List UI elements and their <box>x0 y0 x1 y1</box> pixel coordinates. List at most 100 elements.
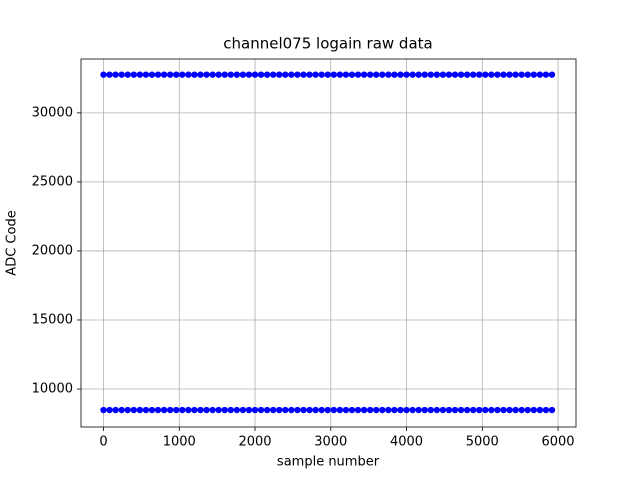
point <box>245 71 253 78</box>
y-tick-label: 10000 <box>32 382 73 397</box>
point <box>269 406 277 414</box>
point <box>348 406 356 414</box>
point <box>403 406 410 414</box>
point <box>215 406 222 414</box>
point <box>136 71 144 78</box>
x-tick-label: 1000 <box>163 435 196 450</box>
point <box>336 406 344 414</box>
point <box>318 71 325 78</box>
point <box>324 71 331 78</box>
point <box>463 71 471 78</box>
point <box>227 406 234 414</box>
point <box>500 406 507 414</box>
y-tick-label: 25000 <box>32 174 73 189</box>
point <box>463 406 471 414</box>
point <box>112 406 119 414</box>
point <box>106 71 113 78</box>
point <box>173 71 180 78</box>
point <box>373 406 380 414</box>
point <box>209 406 216 414</box>
point <box>276 71 283 78</box>
point <box>282 71 289 78</box>
point <box>391 71 398 78</box>
point <box>330 71 338 78</box>
point <box>124 406 131 414</box>
point <box>263 71 271 78</box>
point <box>536 71 544 78</box>
point <box>124 71 131 78</box>
point <box>154 71 162 78</box>
point <box>506 406 513 414</box>
point <box>106 406 113 414</box>
point <box>348 71 356 78</box>
point <box>130 71 138 78</box>
point <box>354 406 362 414</box>
point <box>530 406 538 414</box>
point <box>312 71 319 78</box>
point <box>257 406 265 414</box>
point <box>488 406 495 414</box>
marks <box>100 71 556 414</box>
point <box>227 71 234 78</box>
point <box>324 406 331 414</box>
point <box>385 71 392 78</box>
point <box>221 406 228 414</box>
point <box>542 71 550 78</box>
point <box>179 71 186 78</box>
point <box>330 406 338 414</box>
point <box>409 71 416 78</box>
point <box>166 406 174 414</box>
point <box>482 71 489 78</box>
point <box>433 406 441 414</box>
point <box>542 406 550 414</box>
point <box>415 71 422 78</box>
point <box>294 406 301 414</box>
point <box>245 406 253 414</box>
y-axis-label: ADC Code <box>5 210 20 275</box>
point <box>385 406 392 414</box>
point <box>421 406 428 414</box>
point <box>379 71 386 78</box>
point <box>239 406 247 414</box>
point <box>136 406 144 414</box>
point <box>191 71 198 78</box>
point <box>379 406 386 414</box>
point <box>118 71 125 78</box>
x-tick-label: 6000 <box>541 435 574 450</box>
point <box>166 71 174 78</box>
point <box>415 406 422 414</box>
point <box>160 406 168 414</box>
point <box>294 71 301 78</box>
point <box>445 406 453 414</box>
point <box>130 406 138 414</box>
point <box>403 71 410 78</box>
point <box>457 71 465 78</box>
point <box>500 71 507 78</box>
point <box>251 71 259 78</box>
x-tick-label: 3000 <box>314 435 347 450</box>
point <box>148 71 156 78</box>
point <box>397 406 404 414</box>
point <box>197 406 204 414</box>
point <box>112 71 119 78</box>
point <box>312 406 319 414</box>
point <box>469 406 477 414</box>
point <box>494 406 501 414</box>
point <box>360 71 368 78</box>
point <box>366 406 374 414</box>
point <box>366 71 374 78</box>
point <box>439 71 447 78</box>
point <box>203 71 210 78</box>
point <box>306 406 313 414</box>
point <box>173 406 180 414</box>
point <box>209 71 216 78</box>
y-tick-label: 15000 <box>32 312 73 327</box>
point <box>548 71 556 78</box>
point <box>451 71 459 78</box>
point <box>494 71 501 78</box>
point <box>142 71 150 78</box>
point <box>100 406 107 414</box>
point <box>221 71 228 78</box>
